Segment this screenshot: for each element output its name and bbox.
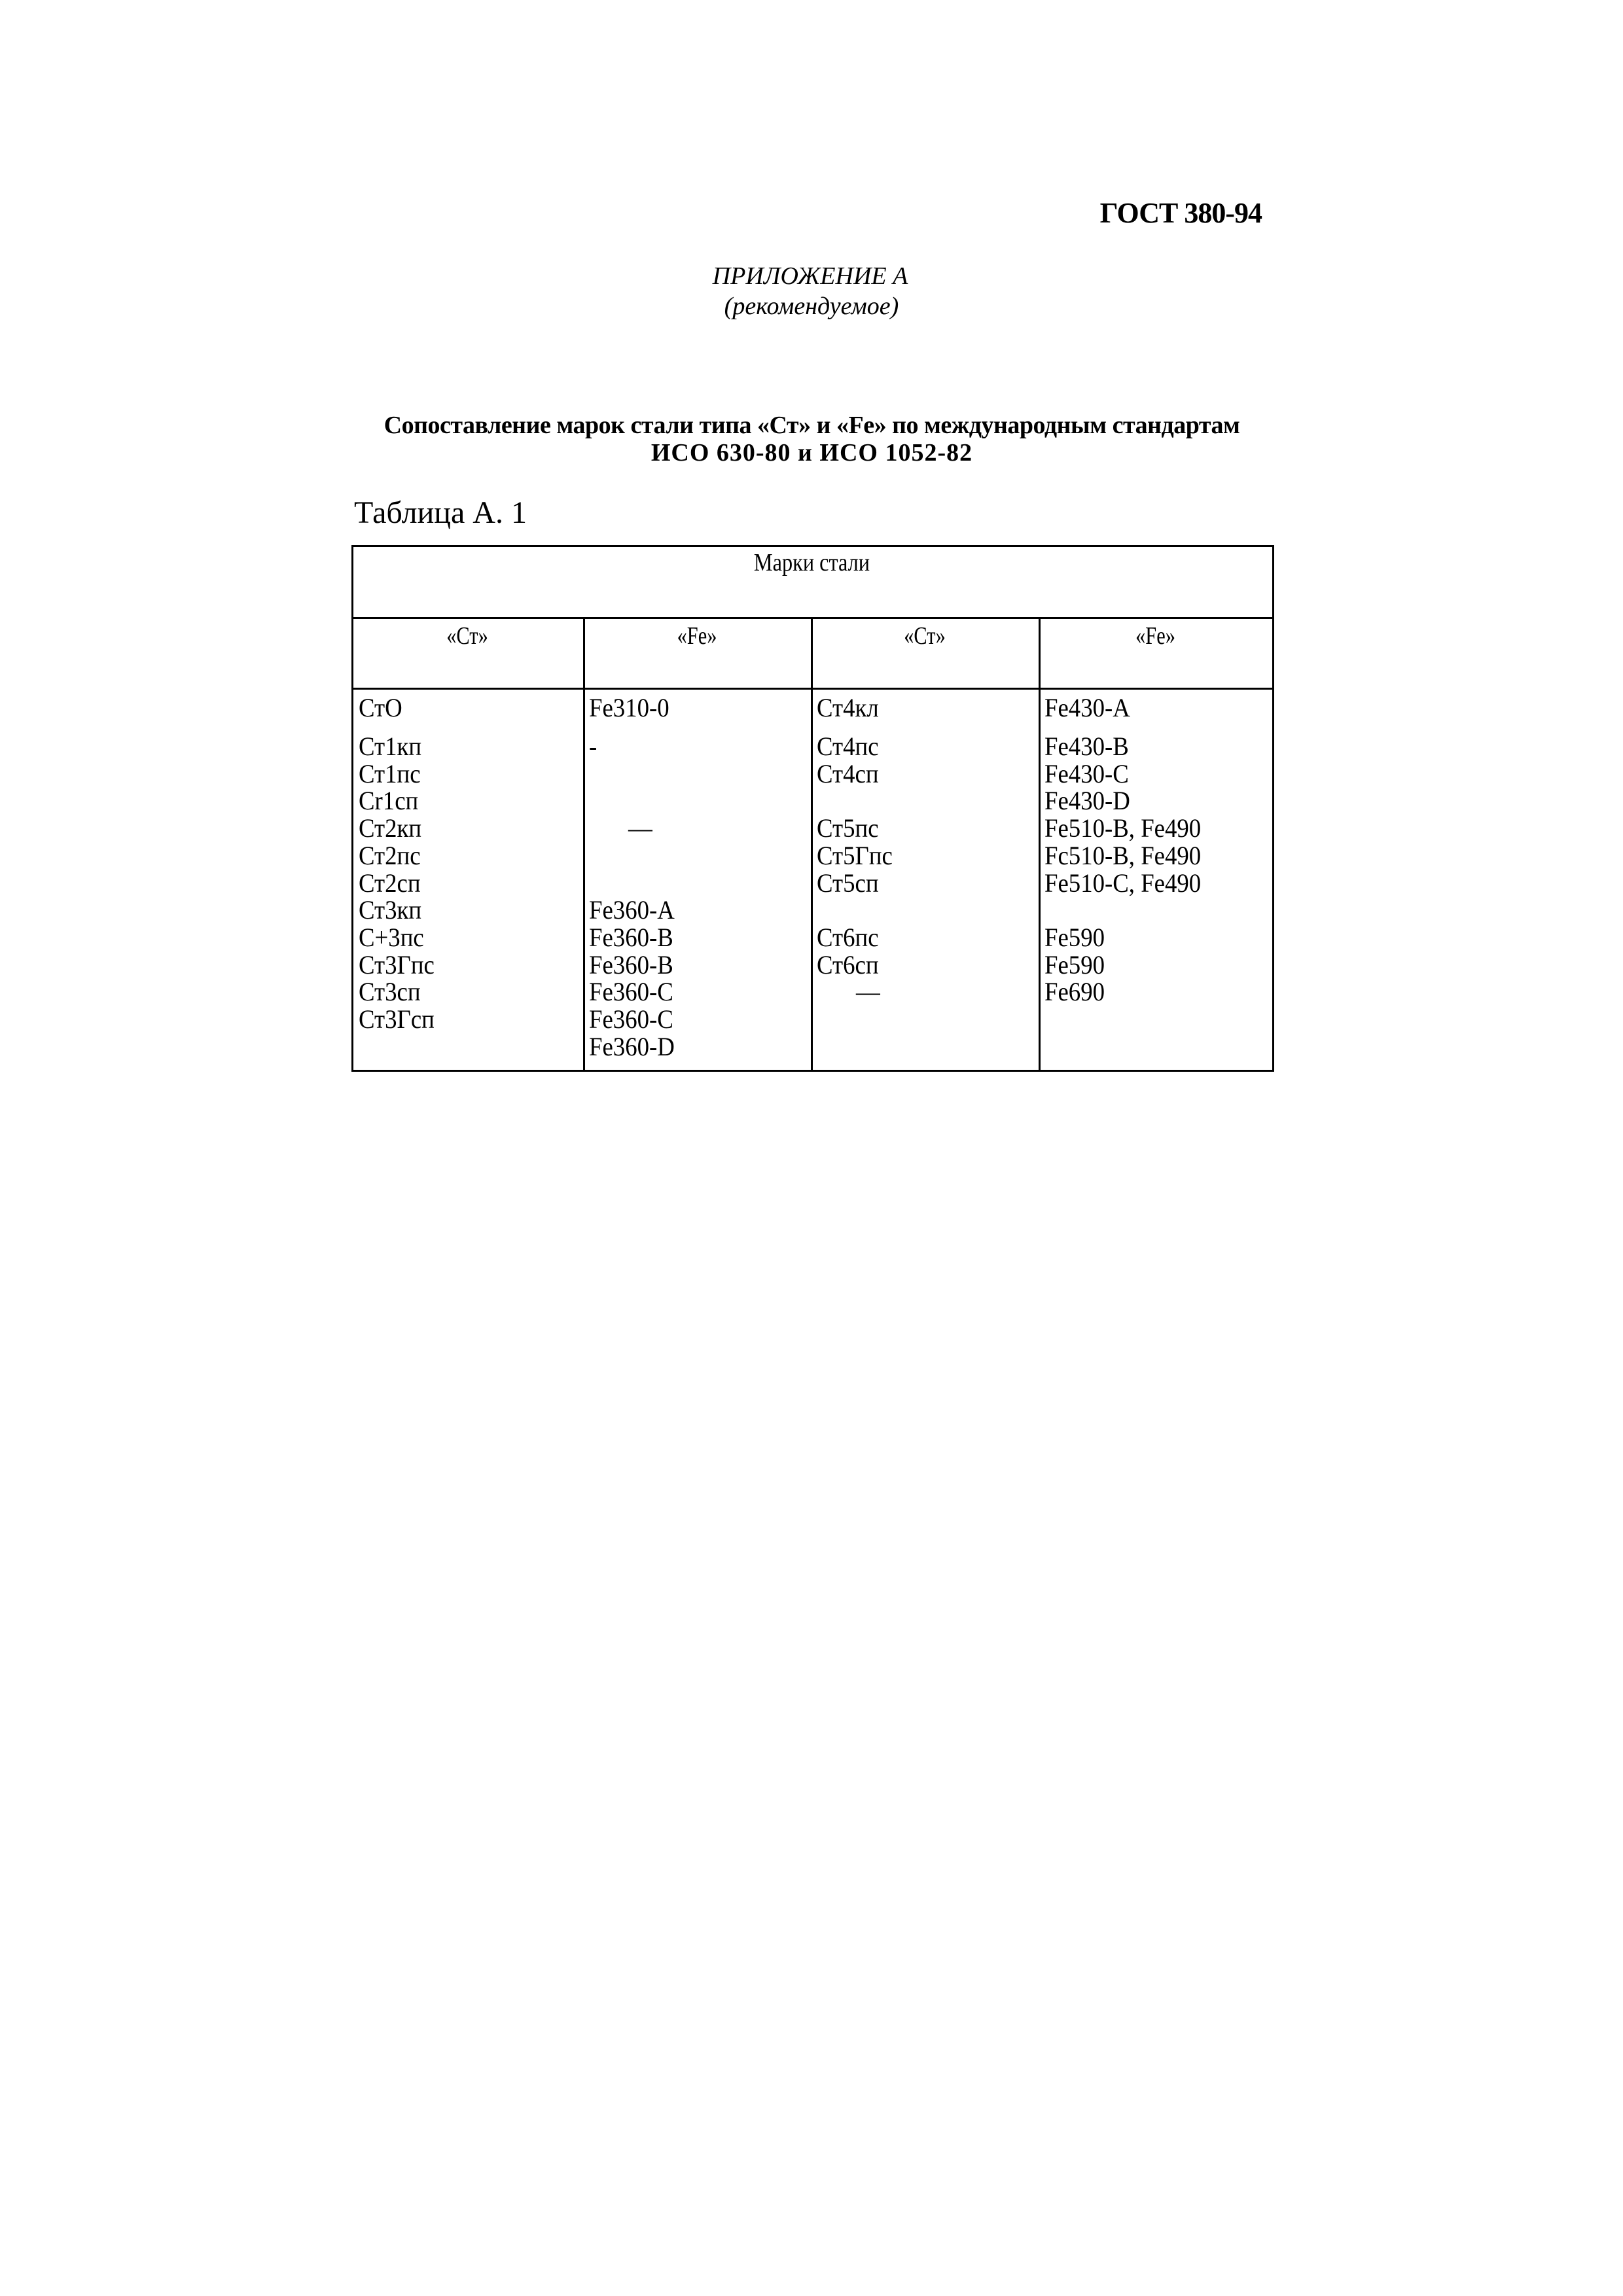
document-title-line1: Сопоставление марок стали типа «Ст» и «F… <box>383 412 1240 439</box>
table-cell: Ст3Гпс <box>359 949 435 980</box>
table-cell: Ст2сп <box>359 868 421 898</box>
table-cell: Fe360-B <box>589 922 673 952</box>
table-border-left <box>351 545 353 1072</box>
table-cell: Fe360-D <box>589 1031 675 1061</box>
column-header: «Fe» <box>677 622 717 650</box>
table-cell: Ст3сп <box>359 977 421 1007</box>
table-main-header: Марки стали <box>753 549 870 576</box>
document-code: ГОСТ 380-94 <box>1099 197 1262 229</box>
table-cell: Fc510-B, Fe490 <box>1044 840 1202 870</box>
table-cell: Fe590 <box>1044 949 1105 980</box>
table-cell: Ст5пс <box>817 813 879 843</box>
table-cell: Fe360-B <box>589 949 673 980</box>
table-cell: Ст4пс <box>817 732 879 761</box>
table-cell: Fe510-B, Fe490 <box>1044 813 1202 843</box>
table-cell: С+3пс <box>359 922 424 952</box>
table-cell: Fe360-C <box>589 1004 673 1034</box>
table-cell: Ст5Гпс <box>817 840 893 870</box>
table-border-right <box>1272 545 1274 1072</box>
table-cell: Ст4кл <box>817 693 879 722</box>
table-cell: — <box>628 813 652 843</box>
table-cell: Ст6сп <box>817 949 879 980</box>
table-cell: — <box>856 977 880 1007</box>
table-cell: Fe430-D <box>1044 786 1130 816</box>
column-divider <box>811 617 813 1072</box>
table-cell: Cr1cп <box>359 786 419 816</box>
column-header: «Ст» <box>446 622 488 650</box>
table-cell: Ст1кп <box>359 732 422 761</box>
column-header: «Ст» <box>904 622 946 650</box>
table-cell: Ст1пс <box>359 758 421 788</box>
table-cell: Fe310-0 <box>589 693 669 722</box>
table-cell: Ст5сп <box>817 868 879 898</box>
table-cell: Fe590 <box>1044 922 1105 952</box>
table-label: Таблица А. 1 <box>354 495 527 530</box>
table-cell: СтО <box>359 693 402 722</box>
table-cell: Fe360-A <box>589 895 675 925</box>
column-divider <box>1039 617 1041 1072</box>
table-cell: Ст2пс <box>359 840 421 870</box>
column-header: «Fe» <box>1135 622 1175 650</box>
table-cell: Ст3Гсп <box>359 1004 435 1034</box>
table-divider-subheader <box>351 688 1274 690</box>
table-cell: Ст6пс <box>817 922 879 952</box>
appendix-title: ПРИЛОЖЕНИЕ А <box>712 262 908 290</box>
table-cell: Fe690 <box>1044 977 1105 1007</box>
table-cell: Fe510-C, Fe490 <box>1044 868 1202 898</box>
table-border-bottom <box>351 1070 1274 1072</box>
table-cell: Ст3кп <box>359 895 422 925</box>
table-cell: Fe430-B <box>1044 732 1129 761</box>
table-cell: Fe430-A <box>1044 693 1130 722</box>
table-cell: Fe360-C <box>589 977 673 1007</box>
table-divider-header <box>351 617 1274 619</box>
document-title-line2: ИСО 630-80 и ИСО 1052-82 <box>651 439 973 467</box>
table-border-top <box>351 545 1274 547</box>
table-cell: - <box>589 732 597 761</box>
appendix-note: (рекомендуемое) <box>724 292 899 320</box>
table-cell: Ст2кп <box>359 813 422 843</box>
column-divider <box>583 617 585 1072</box>
table-cell: Fe430-C <box>1044 758 1129 788</box>
table-cell: Ст4сп <box>817 758 879 788</box>
